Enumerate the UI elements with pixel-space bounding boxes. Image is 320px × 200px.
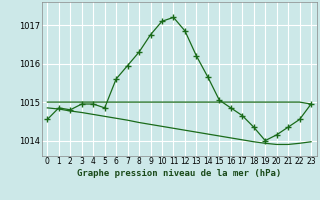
X-axis label: Graphe pression niveau de la mer (hPa): Graphe pression niveau de la mer (hPa) [77, 169, 281, 178]
